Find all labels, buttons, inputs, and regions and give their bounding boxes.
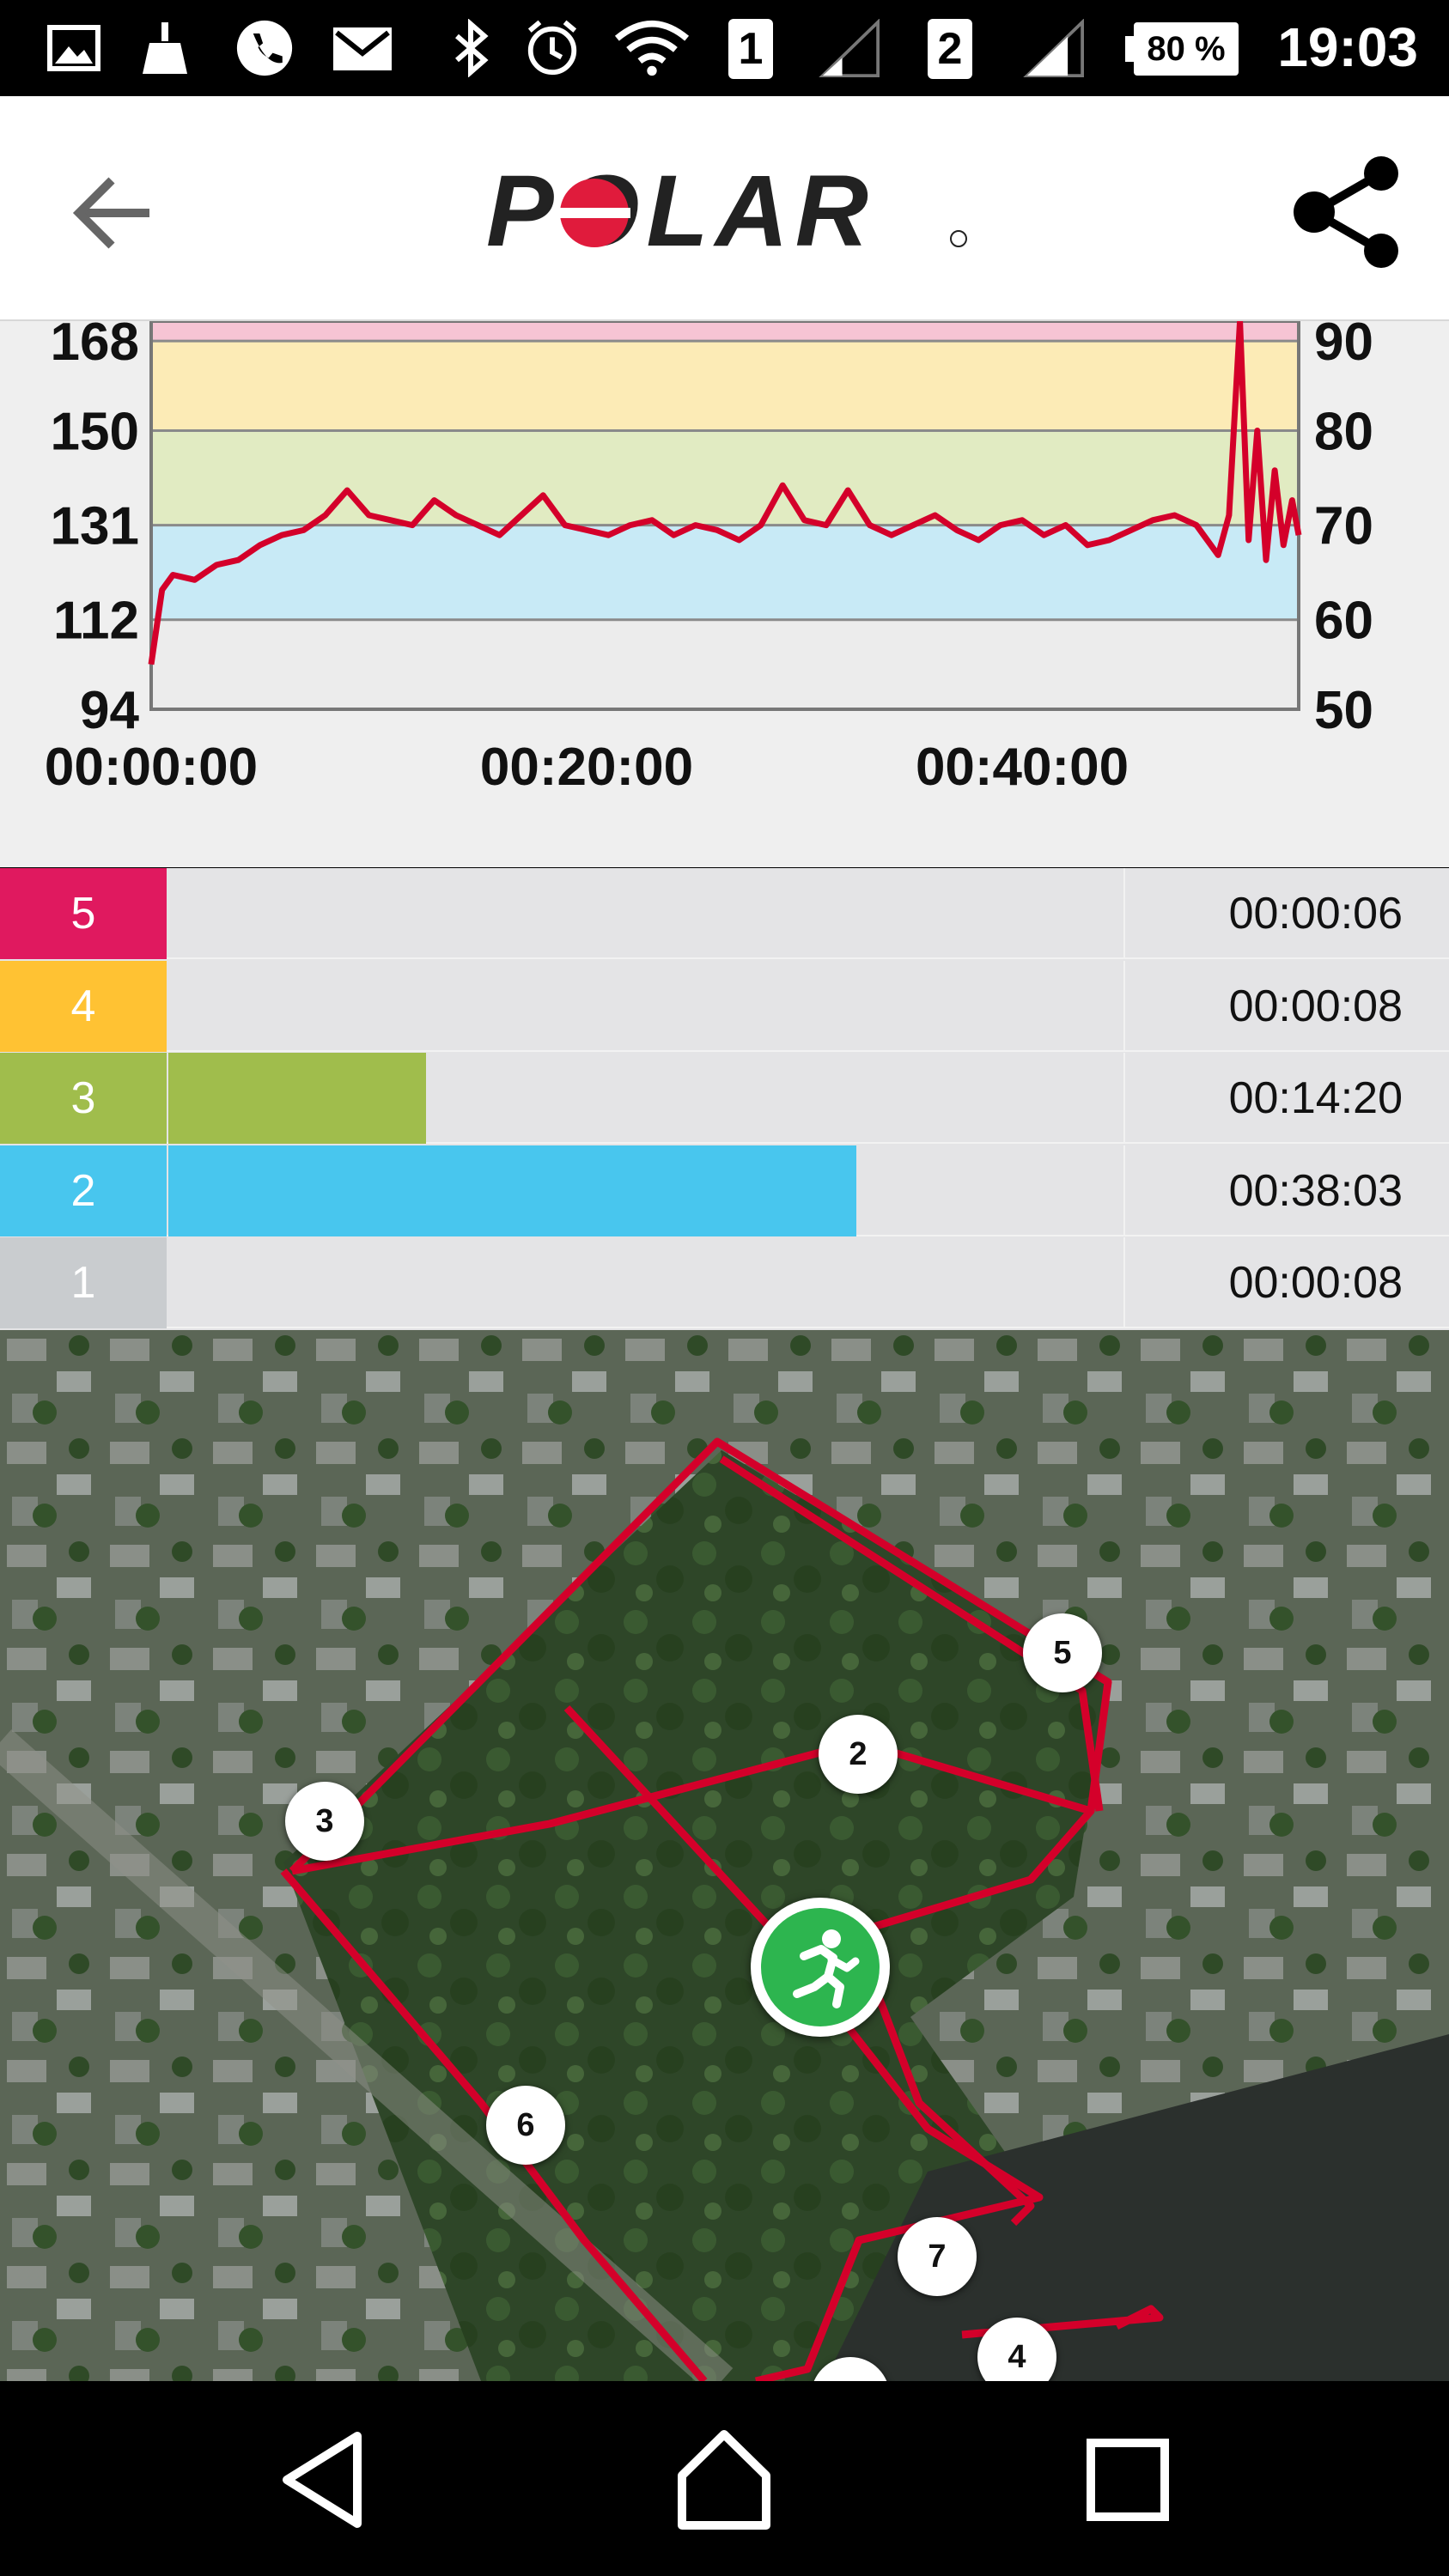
zone-time: 00:14:20 [1228, 1073, 1403, 1124]
zone-time: 00:38:03 [1228, 1165, 1403, 1216]
nav-back-button[interactable] [271, 2424, 383, 2536]
map-marker-4[interactable]: 4 [977, 2318, 1056, 2381]
back-arrow-icon [72, 177, 149, 249]
nav-back-icon [283, 2432, 362, 2528]
share-button[interactable] [1288, 156, 1409, 268]
plot-frame [149, 321, 1300, 711]
broom-icon [143, 22, 187, 74]
y-right-tick-label: 70 [1314, 497, 1373, 556]
y-left-tick-label: 131 [51, 497, 139, 556]
clock: 19:03 [1277, 16, 1418, 78]
zone-bar [168, 1145, 856, 1236]
phone-icon [236, 20, 293, 76]
current-position-marker[interactable] [751, 1898, 890, 2037]
gallery-icon [47, 25, 100, 71]
zone-bar-track [168, 1237, 1123, 1328]
zone-number: 4 [0, 960, 167, 1052]
zone-row-1: 1 00:00:08 [0, 1237, 1449, 1329]
band-zone-4 [151, 341, 1299, 431]
back-button[interactable] [60, 170, 163, 256]
sim1-badge: 1 [728, 19, 773, 79]
app-bar: POLAR [0, 96, 1449, 321]
map-marker-6[interactable]: 6 [486, 2086, 565, 2165]
zone-bar-track [168, 1053, 1123, 1145]
battery-text: 80 % [1147, 30, 1226, 68]
zone-row-4: 4 00:00:08 [0, 960, 1449, 1052]
battery-tip [1125, 36, 1135, 62]
zone-bar [168, 1053, 427, 1145]
y-left-tick-label: 168 [51, 321, 139, 372]
y-left-tick-label: 112 [53, 592, 139, 651]
map-marker-3[interactable]: 3 [285, 1782, 364, 1861]
wifi-icon [614, 20, 690, 76]
polar-logo: POLAR [481, 155, 979, 268]
sim2-badge: 2 [928, 19, 972, 79]
y-right-tick-label: 80 [1314, 402, 1373, 461]
route-map[interactable]: 5 2 3 6 7 4 [0, 1330, 1449, 2381]
heart-rate-zones: 5 00:00:06 4 00:00:08 3 00:14:20 2 00:38:03 1 00:… [0, 868, 1449, 1330]
y-right-tick-label: 50 [1314, 681, 1373, 740]
zone-number: 2 [0, 1145, 167, 1236]
zone-bar-track [168, 1145, 1123, 1236]
zone-bar-track [168, 961, 1123, 1052]
band-zone-1 [151, 619, 1299, 709]
x-tick-label: 00:00:00 [45, 738, 258, 797]
zone-number: 5 [0, 868, 167, 959]
zone-row-2: 2 00:38:03 [0, 1145, 1449, 1236]
y-right-tick-label: 90 [1314, 321, 1373, 372]
battery-indicator: 80 % [1134, 22, 1239, 76]
logo-text: POLAR [486, 163, 875, 258]
band-zone-5 [151, 321, 1299, 342]
runner-icon [793, 1929, 860, 2008]
signal-weak-icon [819, 19, 880, 77]
y-right-tick-label: 60 [1314, 592, 1373, 651]
zone-row-3: 3 00:14:20 [0, 1053, 1449, 1145]
bluetooth-icon [455, 19, 489, 77]
navigation-bar [0, 2381, 1449, 2576]
map-marker-7[interactable]: 7 [898, 2217, 977, 2296]
map-marker-5[interactable]: 5 [1023, 1613, 1102, 1692]
zone-time: 00:00:08 [1228, 981, 1403, 1031]
status-bar: 1 2 80 % 19:03 [0, 0, 1449, 96]
x-tick-label: 00:20:00 [480, 738, 693, 797]
nav-home-icon [678, 2430, 770, 2530]
signal-icon [1023, 19, 1084, 77]
nav-recents-icon [1087, 2439, 1169, 2521]
x-tick-label: 00:40:00 [916, 738, 1129, 797]
mail-icon [333, 27, 392, 70]
zone-number: 3 [0, 1053, 167, 1145]
alarm-icon [527, 20, 577, 76]
band-zone-2 [151, 525, 1299, 620]
band-zone-3 [151, 430, 1299, 526]
zone-bar-track [168, 868, 1123, 959]
zone-number: 1 [0, 1237, 167, 1329]
zone-row-5: 5 00:00:06 [0, 868, 1449, 959]
satellite-map-image [0, 1330, 1449, 2381]
y-left-tick-label: 94 [80, 681, 139, 740]
heart-rate-line [148, 321, 1302, 665]
heart-rate-chart: 168 150 131 112 94 90 80 70 60 50 00:00:00 00:20:… [0, 321, 1449, 867]
zone-time: 00:00:08 [1228, 1258, 1403, 1309]
zone-time: 00:00:06 [1228, 889, 1403, 939]
map-marker-2[interactable]: 2 [819, 1715, 898, 1794]
share-icon [1294, 156, 1398, 268]
nav-home-button[interactable] [668, 2424, 780, 2536]
y-left-tick-label: 150 [51, 402, 139, 461]
nav-recents-button[interactable] [1072, 2424, 1184, 2536]
